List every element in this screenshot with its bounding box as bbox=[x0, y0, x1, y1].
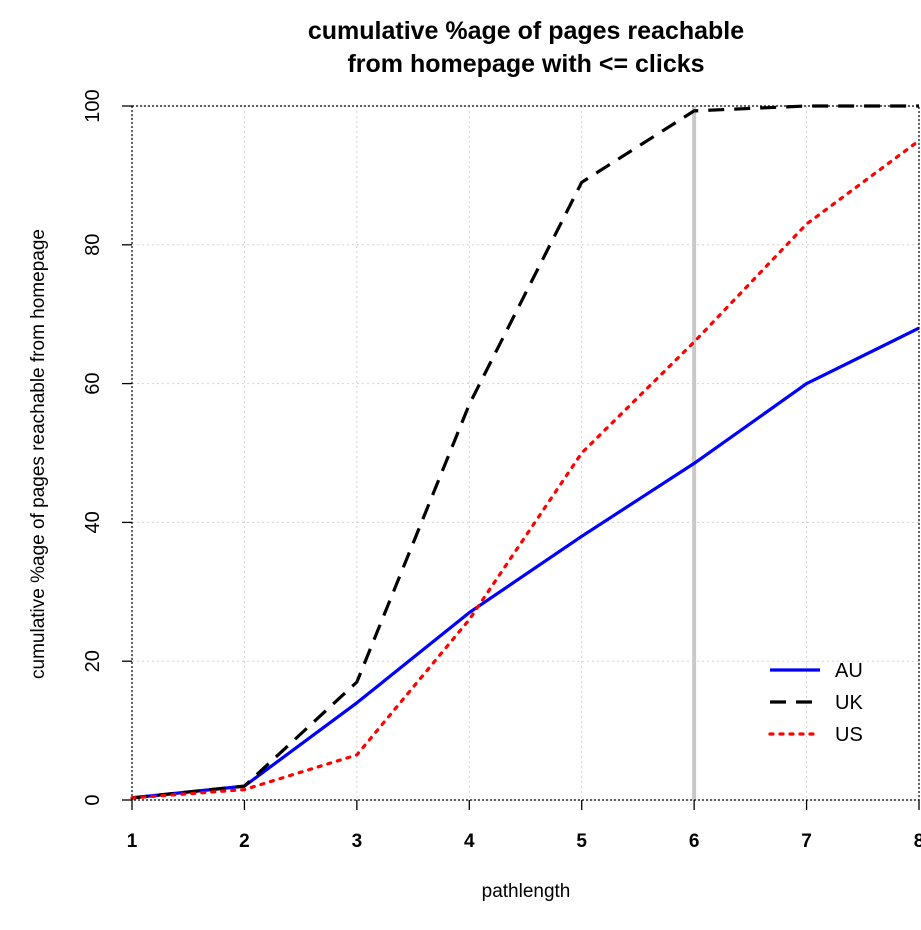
series-layer bbox=[130, 104, 921, 800]
x-axis-label: pathlength bbox=[482, 881, 571, 902]
chart-subtitle: from homepage with <= clicks bbox=[347, 50, 704, 78]
y-tick-label-3: 60 bbox=[82, 372, 104, 394]
x-tick-label-0: 1 bbox=[127, 831, 138, 852]
y-axis: 0 20 40 60 80 100 bbox=[82, 89, 132, 806]
x-tick-label-5: 6 bbox=[689, 831, 700, 852]
y-tick-label-1: 20 bbox=[82, 650, 104, 672]
x-tick-label-1: 2 bbox=[239, 831, 250, 852]
x-tick-label-4: 5 bbox=[576, 831, 587, 852]
x-tick-label-3: 4 bbox=[464, 831, 475, 852]
plot-frame bbox=[131, 105, 920, 801]
y-tick-label-4: 80 bbox=[82, 234, 104, 256]
legend: AU UK US bbox=[768, 660, 863, 746]
legend-label-US: US bbox=[835, 724, 863, 746]
series-line-AU bbox=[131, 326, 920, 800]
x-tick-label-6: 7 bbox=[801, 831, 812, 852]
y-tick-label-5: 100 bbox=[82, 89, 104, 122]
y-tick-label-0: 0 bbox=[82, 794, 104, 805]
x-axis: 1 2 3 4 5 6 7 8 bbox=[127, 800, 921, 852]
legend-label-AU: AU bbox=[835, 660, 863, 682]
legend-label-UK: UK bbox=[835, 692, 863, 714]
grid bbox=[131, 105, 920, 801]
x-tick-label-2: 3 bbox=[352, 831, 363, 852]
y-axis-label: cumulative %age of pages reachable from … bbox=[28, 229, 49, 679]
series-line-UK bbox=[131, 104, 919, 800]
y-tick-label-2: 40 bbox=[82, 511, 104, 533]
chart-title: cumulative %age of pages reachable bbox=[308, 17, 744, 45]
x-tick-label-7: 8 bbox=[914, 831, 921, 852]
series-line-US bbox=[130, 139, 921, 800]
